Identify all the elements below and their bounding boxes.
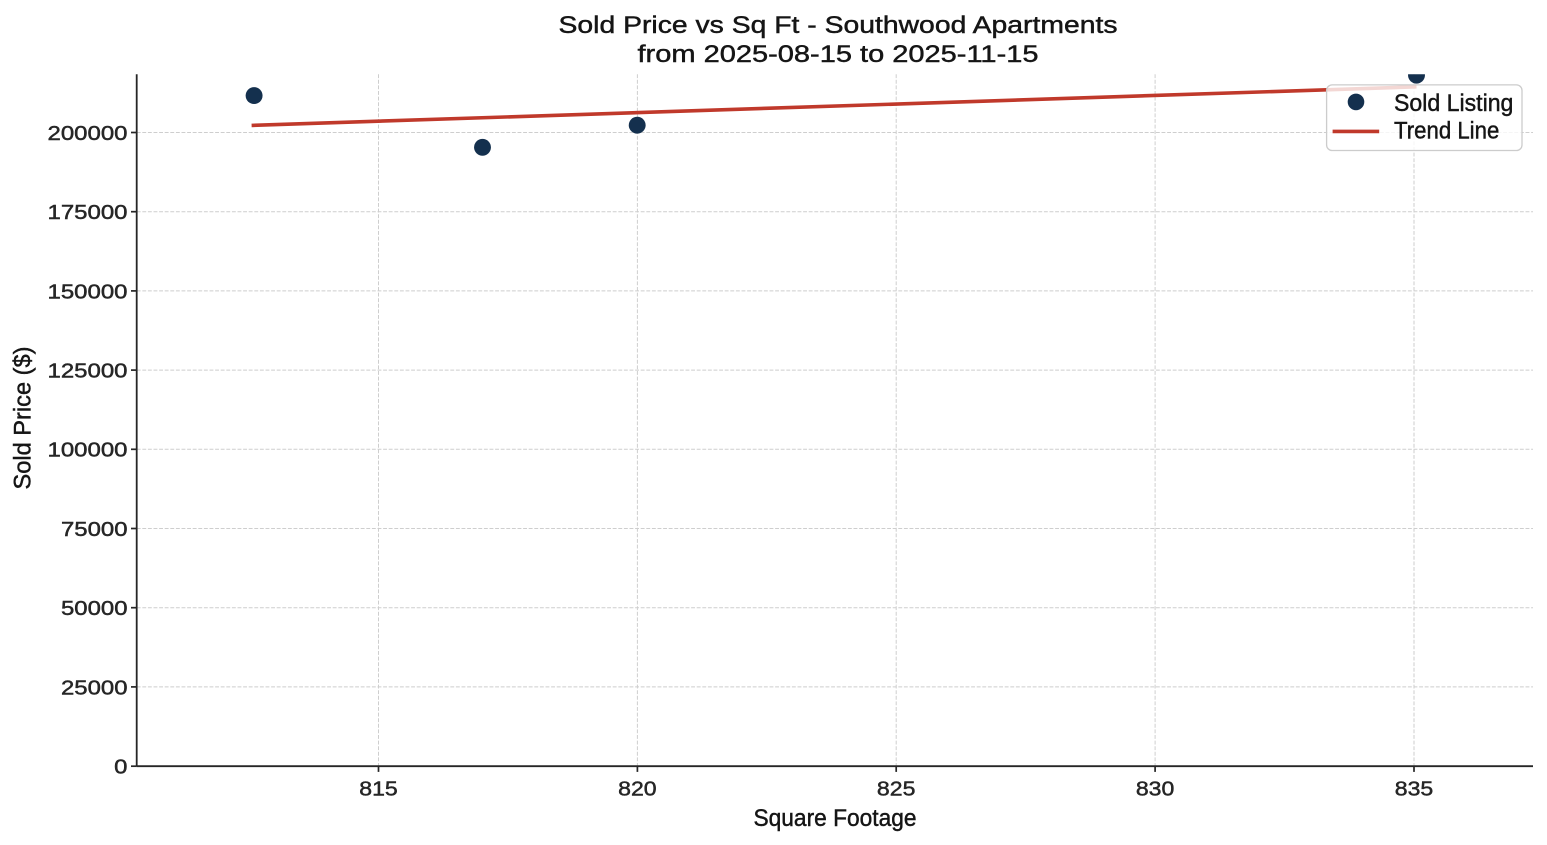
svg-text:825: 825	[877, 778, 916, 801]
svg-text:200000: 200000	[48, 122, 128, 145]
svg-text:50000: 50000	[61, 597, 128, 620]
svg-text:Sold Price vs Sq Ft - Southwoo: Sold Price vs Sq Ft - Southwood Apartmen…	[559, 12, 1118, 39]
svg-text:Sold Price ($): Sold Price ($)	[10, 347, 37, 490]
svg-text:25000: 25000	[61, 676, 128, 699]
svg-text:835: 835	[1395, 778, 1434, 801]
svg-text:75000: 75000	[61, 518, 128, 541]
svg-text:0: 0	[114, 756, 127, 779]
svg-text:Sold Listing: Sold Listing	[1394, 90, 1513, 117]
svg-text:830: 830	[1136, 778, 1175, 801]
svg-text:815: 815	[359, 778, 398, 801]
svg-text:125000: 125000	[48, 360, 128, 383]
svg-text:Trend Line: Trend Line	[1394, 118, 1499, 145]
svg-text:820: 820	[618, 778, 657, 801]
svg-text:Square Footage: Square Footage	[754, 805, 917, 832]
svg-text:from 2025-08-15 to 2025-11-15: from 2025-08-15 to 2025-11-15	[638, 41, 1039, 68]
svg-text:175000: 175000	[48, 201, 128, 224]
svg-text:100000: 100000	[48, 439, 128, 462]
svg-text:150000: 150000	[48, 280, 128, 303]
